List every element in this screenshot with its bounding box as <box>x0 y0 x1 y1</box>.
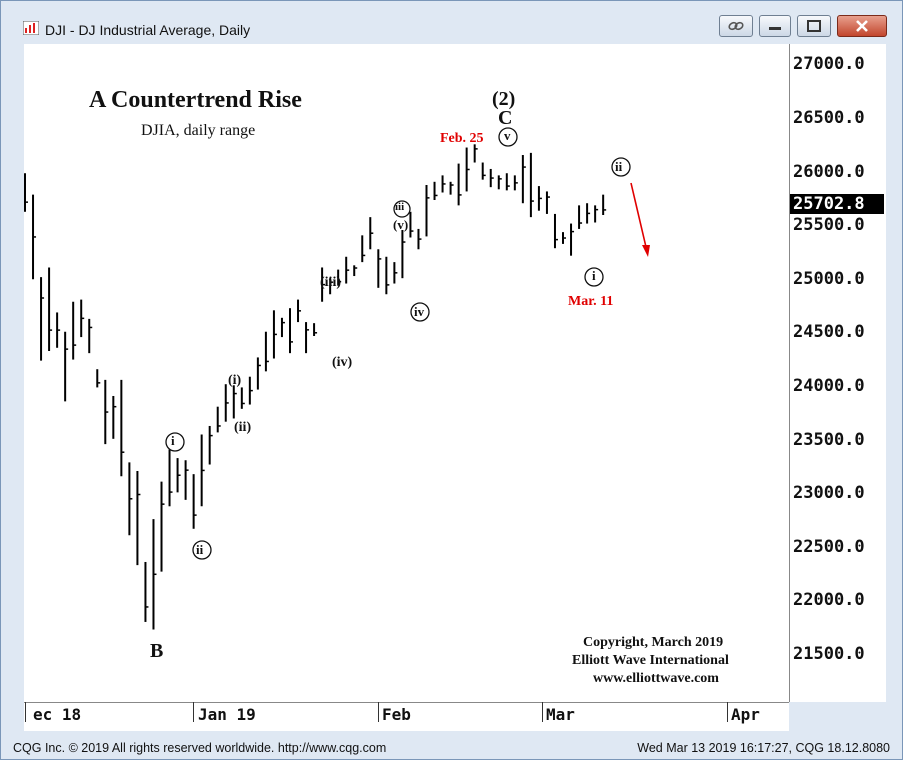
title-bar[interactable]: DJI - DJ Industrial Average, Daily <box>1 1 902 43</box>
y-tick-label: 21500.0 <box>793 644 865 664</box>
wave-label-C: C <box>498 107 513 129</box>
wave-circle-i <box>165 432 185 452</box>
minimize-icon <box>769 27 781 30</box>
wave-label-i2: i <box>592 268 596 283</box>
wave-label-ii2: ii <box>615 159 623 174</box>
y-tick-label: 27000.0 <box>793 54 865 74</box>
x-tick <box>378 702 379 722</box>
x-tick <box>193 702 194 722</box>
x-tick-label: Apr <box>731 705 760 724</box>
wave-circle-v <box>498 127 518 147</box>
x-tick <box>542 702 543 722</box>
copyright-line-3: www.elliottwave.com <box>593 671 719 686</box>
wave-label-sub-iii: (iii) <box>320 275 341 290</box>
chart-app-icon <box>23 21 39 35</box>
chart-subtitle: DJIA, daily range <box>141 122 256 139</box>
status-timestamp: Wed Mar 13 2019 16:17:27, CQG 18.12.8080 <box>637 741 890 755</box>
y-tick-label: 24000.0 <box>793 376 865 396</box>
wave-label-sub-i: (i) <box>228 373 242 388</box>
wave-label-ii: ii <box>196 542 204 557</box>
maximize-icon <box>807 20 821 32</box>
x-tick-label: Jan 19 <box>198 705 256 724</box>
x-tick <box>727 702 728 722</box>
wave-label-iii: iii <box>395 201 405 213</box>
link-button[interactable] <box>719 15 753 37</box>
wave-label-sub-v: (v) <box>393 217 409 232</box>
wave-label-2: (2) <box>492 88 516 110</box>
wave-circle-iii <box>393 200 411 218</box>
y-tick-label: 22500.0 <box>793 537 865 557</box>
wave-label-iv: iv <box>414 304 425 319</box>
maximize-button[interactable] <box>797 15 831 37</box>
wave-label-v: v <box>504 128 511 143</box>
date-label-feb25: Feb. 25 <box>440 131 484 146</box>
plot-area[interactable] <box>24 44 789 702</box>
y-tick-label: 23500.0 <box>793 430 865 450</box>
copyright-line-1: Copyright, March 2019 <box>583 635 724 650</box>
wave-label-sub-iv: (iv) <box>332 355 353 370</box>
wave-circle-ii2 <box>611 157 631 177</box>
y-tick-label: 23000.0 <box>793 483 865 503</box>
close-icon <box>856 20 868 32</box>
date-label-mar11: Mar. 11 <box>568 294 614 309</box>
wave-label-sub-ii: (ii) <box>234 420 252 435</box>
wave-label-B: B <box>150 640 164 662</box>
projection-arrow-head <box>642 245 650 257</box>
copyright-line-2: Elliott Wave International <box>572 653 729 668</box>
y-tick-label: 22000.0 <box>793 590 865 610</box>
y-tick-label: 26000.0 <box>793 162 865 182</box>
y-tick-label: 25500.0 <box>793 215 865 235</box>
link-icon <box>728 21 744 31</box>
wave-circle-i2 <box>584 267 604 287</box>
x-tick-label: ec 18 <box>33 705 82 724</box>
window-title: DJI - DJ Industrial Average, Daily <box>45 22 251 38</box>
time-axis[interactable] <box>24 702 789 731</box>
y-tick-label: 26500.0 <box>793 108 865 128</box>
x-tick-label: Mar <box>546 705 575 724</box>
y-tick-label: 25000.0 <box>793 269 865 289</box>
price-axis[interactable] <box>789 44 886 702</box>
wave-label-i: i <box>171 433 175 448</box>
close-button[interactable] <box>837 15 887 37</box>
last-price-marker: 25702.8 <box>790 194 884 214</box>
chart-title: A Countertrend Rise <box>89 87 302 113</box>
wave-circle-iv <box>410 302 430 322</box>
x-tick <box>25 702 26 722</box>
x-tick-label: Feb <box>382 705 411 724</box>
status-copyright: CQG Inc. © 2019 All rights reserved worl… <box>13 741 387 755</box>
status-bar: CQG Inc. © 2019 All rights reserved worl… <box>1 738 902 759</box>
wave-circle-ii <box>192 540 212 560</box>
y-tick-label: 24500.0 <box>793 322 865 342</box>
projection-arrow-line <box>630 182 647 248</box>
minimize-button[interactable] <box>759 15 791 37</box>
